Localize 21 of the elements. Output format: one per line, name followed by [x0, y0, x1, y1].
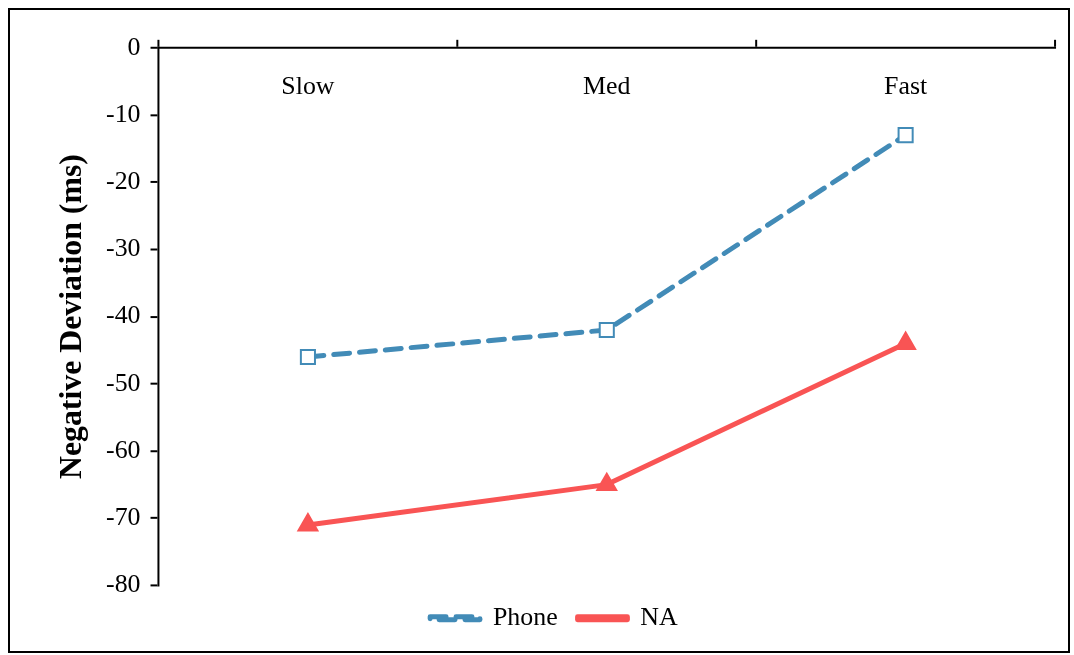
y-tick-label: -20 — [106, 165, 141, 195]
x-tick-label: Med — [583, 71, 631, 101]
y-axis-title: Negative Deviation (ms) — [53, 154, 89, 480]
legend-label: NA — [640, 602, 679, 631]
point — [897, 127, 914, 144]
point — [598, 322, 615, 339]
point — [596, 472, 618, 492]
y-tick-label: 0 — [127, 31, 141, 61]
x-tick-label: Fast — [884, 71, 929, 101]
point — [299, 348, 316, 365]
y-tick-label: -40 — [106, 300, 141, 330]
point — [895, 331, 917, 350]
legend-label: Phone — [492, 602, 558, 631]
y-tick-label: -80 — [106, 569, 141, 599]
y-tick-label: -50 — [106, 367, 141, 397]
point — [297, 512, 319, 532]
x-tick-label: Slow — [281, 71, 335, 101]
y-tick-label: -10 — [106, 98, 141, 128]
y-tick-label: -60 — [106, 434, 141, 464]
y-tick-label: -30 — [106, 233, 141, 263]
y-tick-label: -70 — [106, 502, 141, 531]
